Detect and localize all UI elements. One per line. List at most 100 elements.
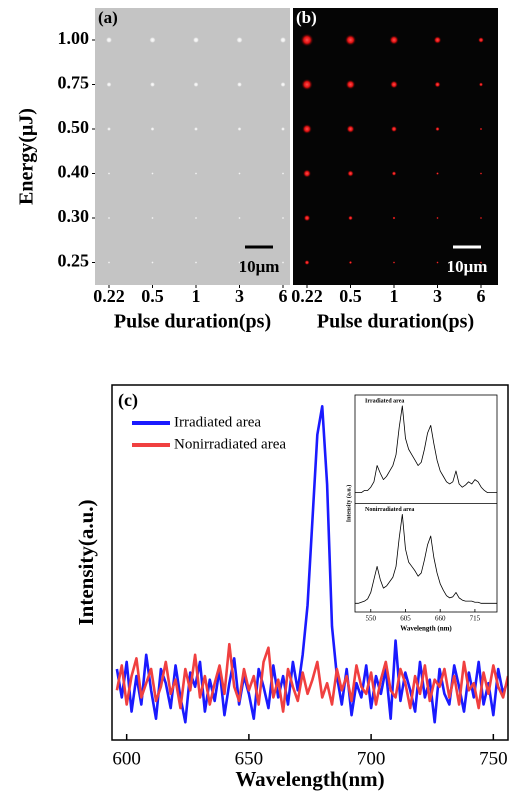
laser-spot (194, 216, 198, 220)
x-tick-label: 0.22 (291, 286, 323, 306)
laser-spot (281, 172, 285, 175)
laser-spot (280, 81, 286, 88)
laser-spot (238, 216, 241, 220)
laser-spot (436, 172, 439, 175)
x-tick-label: 1 (390, 286, 399, 306)
laser-spot (194, 172, 198, 175)
laser-spot (348, 260, 353, 265)
x-tick-label: 750 (479, 748, 508, 769)
laser-spot (105, 36, 113, 44)
laser-spot (107, 127, 111, 131)
laser-spot (348, 215, 353, 221)
micrograph (293, 8, 498, 285)
laser-spot (479, 172, 483, 175)
laser-spot (107, 172, 111, 175)
laser-spot (344, 34, 357, 46)
x-tick-label: 3 (235, 286, 244, 306)
x-axis-label: Pulse duration(ps) (317, 311, 474, 333)
laser-spot (347, 170, 354, 177)
x-tick-label: 550 (366, 615, 377, 623)
y-tick-label: 1.00 (58, 28, 90, 48)
laser-spot (106, 81, 112, 88)
laser-spot (436, 261, 439, 264)
laser-spot (281, 216, 285, 220)
laser-spot (236, 36, 243, 44)
laser-spot (194, 261, 198, 264)
laser-spot (150, 127, 155, 131)
laser-spot (392, 216, 396, 220)
panel-label: (a) (98, 8, 118, 27)
laser-spot (478, 82, 484, 87)
laser-spot (151, 172, 154, 175)
scale-bar-label: 10μm (447, 257, 488, 276)
laser-spot (436, 216, 439, 220)
y-tick-label: 0.40 (58, 162, 90, 182)
laser-spot (300, 33, 314, 47)
x-axis-label: Pulse duration(ps) (114, 311, 271, 333)
x-tick-label: 715 (470, 615, 481, 623)
laser-spot (302, 124, 312, 134)
x-tick-label: 600 (112, 748, 141, 769)
x-tick-label: 0.22 (93, 286, 125, 306)
laser-spot (107, 261, 111, 264)
y-axis-label: Intensity (a.u.) (345, 485, 352, 523)
laser-spot (479, 127, 483, 131)
laser-spot (236, 81, 243, 88)
x-tick-label: 605 (400, 615, 411, 623)
laser-spot (303, 214, 311, 222)
laser-spot (193, 81, 199, 88)
laser-spot (151, 261, 154, 264)
scale-bar-label: 10μm (239, 257, 280, 276)
series-line (355, 405, 497, 494)
series-line (355, 513, 497, 604)
laser-spot (478, 37, 484, 43)
panel-series-label: Irradiated area (365, 398, 404, 404)
x-tick-label: 0.5 (339, 286, 362, 306)
panel-label: (c) (118, 390, 138, 411)
laser-spot (279, 36, 287, 44)
laser-spot (433, 36, 442, 44)
laser-spot (281, 127, 285, 131)
x-tick-label: 0.5 (141, 286, 164, 306)
laser-spot (107, 216, 111, 220)
laser-spot (238, 172, 241, 175)
laser-spot (479, 261, 483, 264)
laser-spot (194, 127, 198, 131)
laser-spot (390, 125, 398, 133)
x-tick-label: 660 (435, 615, 446, 623)
laser-spot (435, 126, 440, 132)
micrograph (95, 8, 290, 285)
x-tick-label: 6 (477, 286, 486, 306)
laser-spot (281, 261, 285, 264)
series-line (115, 405, 508, 724)
x-axis-label: Wavelength(nm) (235, 767, 384, 791)
laser-spot (391, 171, 397, 176)
laser-spot (434, 81, 441, 88)
laser-spot (479, 216, 483, 220)
x-tick-label: 1 (192, 286, 201, 306)
x-tick-label: 6 (279, 286, 288, 306)
laser-spot (392, 261, 396, 264)
y-axis-label: Intensity(a.u.) (74, 499, 98, 625)
laser-spot (304, 260, 310, 265)
laser-spot (389, 35, 399, 45)
laser-spot (390, 80, 398, 89)
x-axis-label: Wavelength (nm) (400, 625, 452, 633)
laser-spot (192, 36, 200, 44)
x-tick-label: 700 (357, 748, 386, 769)
y-tick-label: 0.75 (58, 73, 90, 93)
laser-spot (301, 78, 313, 91)
laser-spot (149, 36, 156, 44)
x-tick-label: 3 (433, 286, 442, 306)
series-line (115, 642, 508, 713)
laser-spot (151, 216, 154, 220)
y-tick-label: 0.30 (58, 206, 90, 226)
plot-frame (111, 384, 509, 741)
laser-spot (238, 261, 241, 264)
laser-spot (346, 125, 355, 133)
laser-spot (345, 79, 356, 90)
laser-spot (237, 127, 242, 131)
laser-spot (302, 169, 312, 178)
